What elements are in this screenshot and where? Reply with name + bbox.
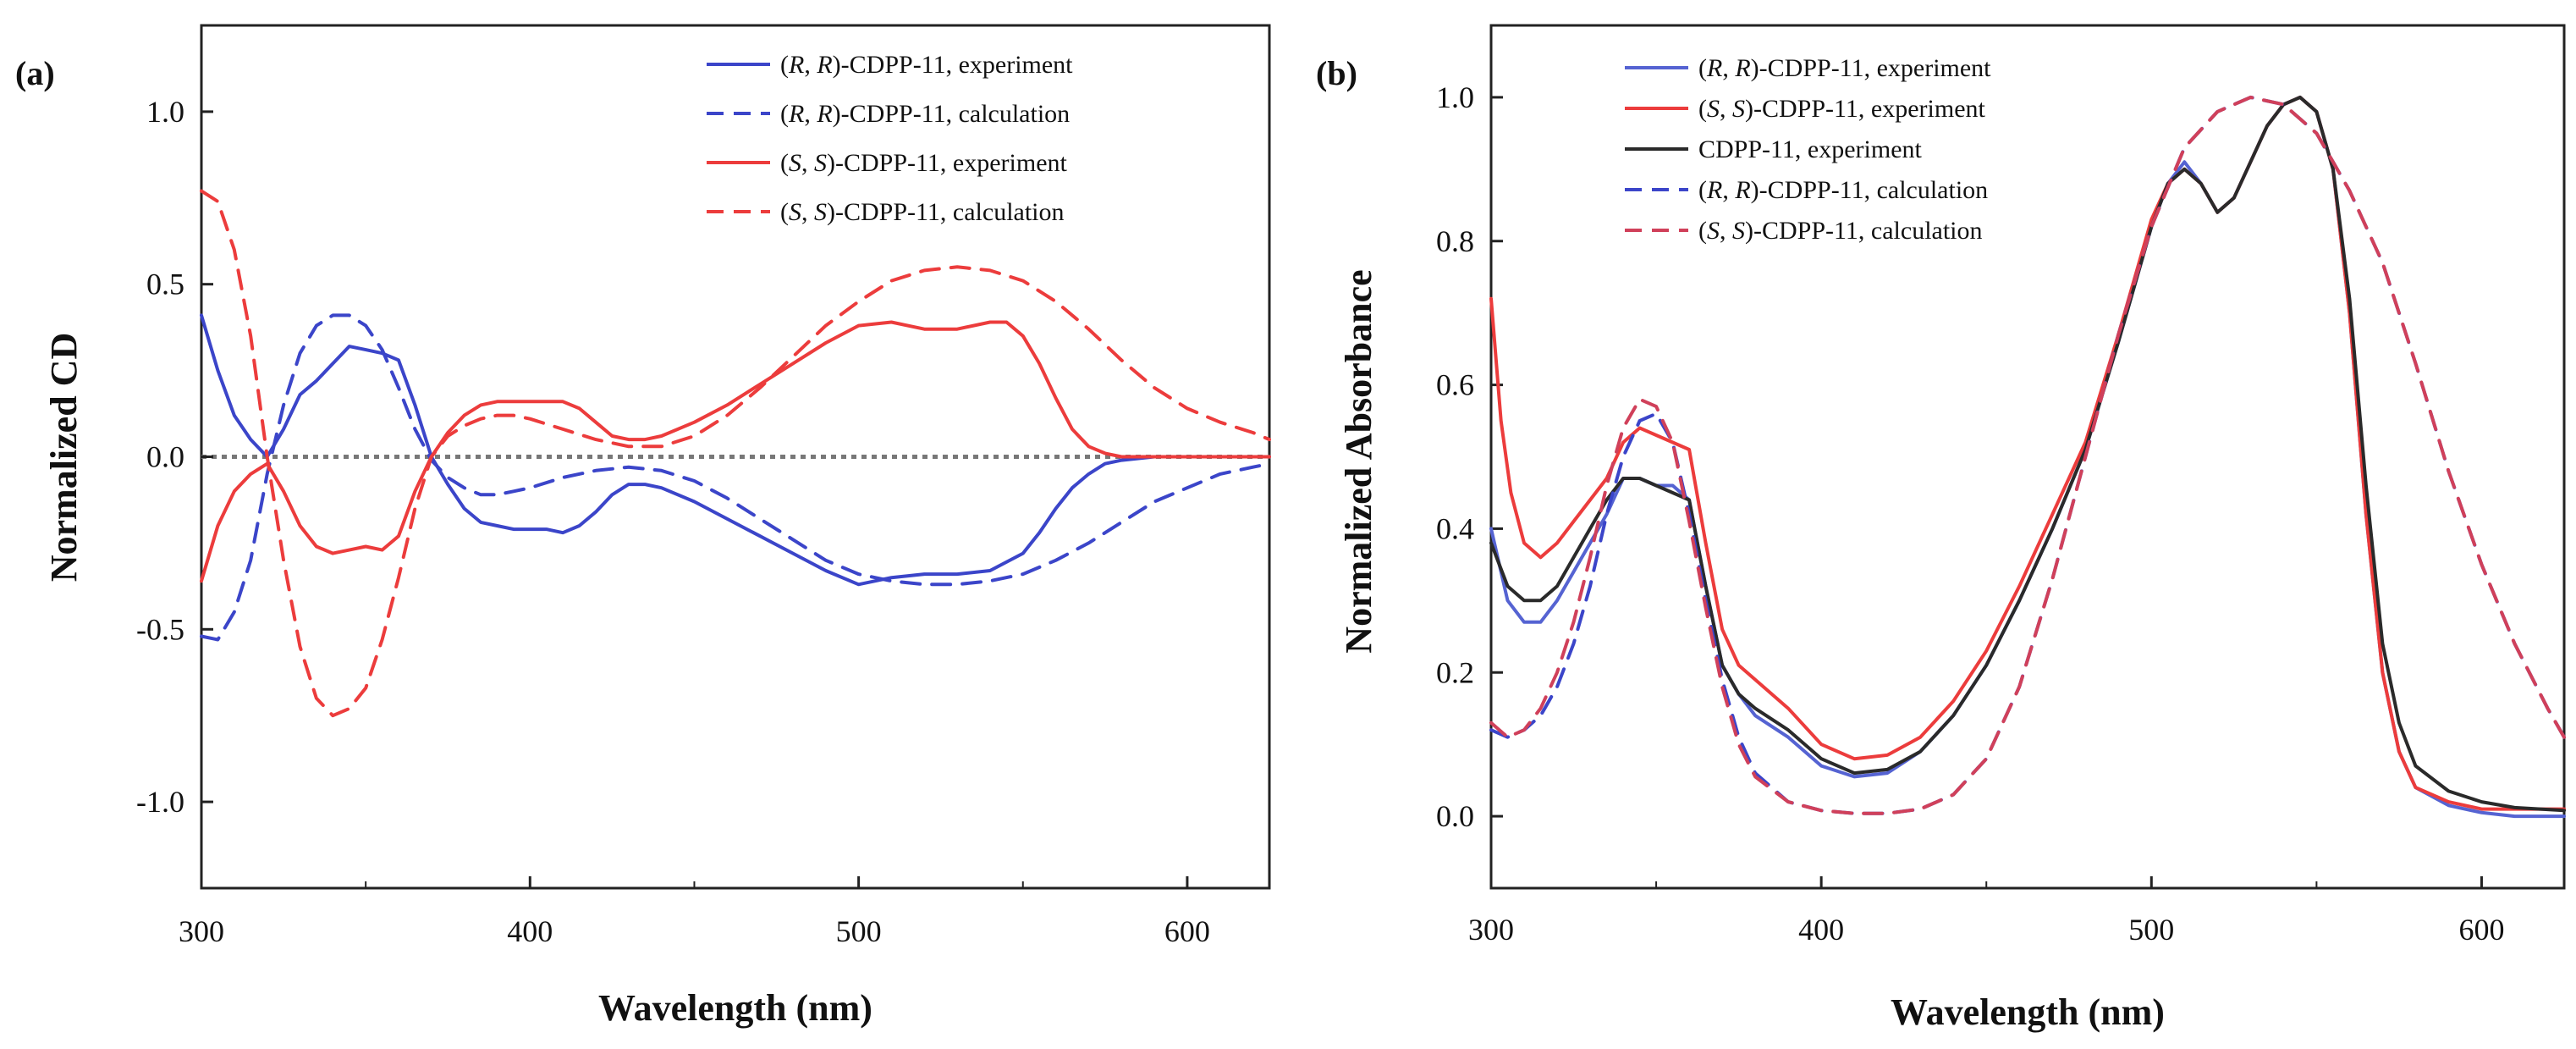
x-tick-label: 300 [1468,913,1514,947]
series-line [200,189,1271,718]
legend-entry-label: (S, S)-CDPP-11, calculation [780,198,1065,226]
x-tick-label: 300 [179,914,224,948]
x-tick-label: 600 [1164,914,1210,948]
series-line [1489,95,2566,815]
y-tick-label: -0.5 [136,612,184,646]
legend-entry-label: (S, S)-CDPP-11, calculation [1698,217,1983,245]
y-axis-title: Normalized Absorbance [1338,269,1379,653]
y-tick-label: -1.0 [136,785,184,819]
legend-entry-label: (S, S)-CDPP-11, experiment [780,149,1068,177]
x-tick-label: 600 [2458,913,2504,947]
series-line [1489,95,2566,811]
y-tick-label: 0.5 [146,268,184,301]
series-line [1489,95,2566,819]
panel-label-a: (a) [15,54,55,92]
y-tick-label: 0.0 [146,440,184,474]
axis-ticks: 300 400 500 600 -1.0 -0.5 0.0 0.5 1.0 [136,95,1210,948]
legend-entry-label: (R, R)-CDPP-11, experiment [780,51,1073,79]
x-tick-label: 400 [507,914,553,948]
x-tick-label: 500 [2128,913,2174,947]
axis-ticks: 300 400 500 600 0.0 0.2 0.4 0.6 0.8 1.0 [1436,80,2504,947]
x-tick-label: 400 [1798,913,1844,947]
series-line [200,320,1271,583]
y-axis-title: Normalized CD [43,333,85,582]
series-layer [200,189,1271,718]
legend-entry-label: (R, R)-CDPP-11, experiment [1698,54,1991,82]
x-tick-label: 500 [836,914,882,948]
y-tick-label: 0.2 [1436,655,1474,689]
y-tick-label: 1.0 [1436,80,1474,114]
y-tick-label: 0.6 [1436,368,1474,402]
legend-entry-label: (R, R)-CDPP-11, calculation [1698,176,1988,204]
series-line [1489,95,2566,815]
series-line [1489,95,2566,813]
y-tick-label: 0.0 [1436,799,1474,833]
cd-spectrum-panel: (a) Normalized CD Wavelength (nm) 300 400… [15,24,1271,1029]
y-tick-label: 1.0 [146,95,184,129]
series-line [200,313,1271,587]
panel-label-b: (b) [1316,54,1357,92]
x-axis-title: Wavelength (nm) [598,987,872,1029]
legend-entry-label: (R, R)-CDPP-11, calculation [780,100,1070,128]
plot-frame [1489,24,2566,890]
series-layer [1489,95,2566,819]
legend-entry-label: CDPP-11, experiment [1698,135,1923,163]
y-tick-label: 0.4 [1436,511,1474,545]
x-axis-title: Wavelength (nm) [1891,991,2165,1033]
y-tick-label: 0.8 [1436,224,1474,258]
absorbance-panel: (b) Normalized Absorbance Wavelength (nm… [1316,24,2566,1033]
legend-entry-label: (S, S)-CDPP-11, experiment [1698,95,1986,123]
legend: (R, R)-CDPP-11, experiment (S, S)-CDPP-11… [1625,54,1991,245]
series-line [200,313,1271,642]
legend: (R, R)-CDPP-11, experiment (R, R)-CDPP-11… [707,51,1073,226]
